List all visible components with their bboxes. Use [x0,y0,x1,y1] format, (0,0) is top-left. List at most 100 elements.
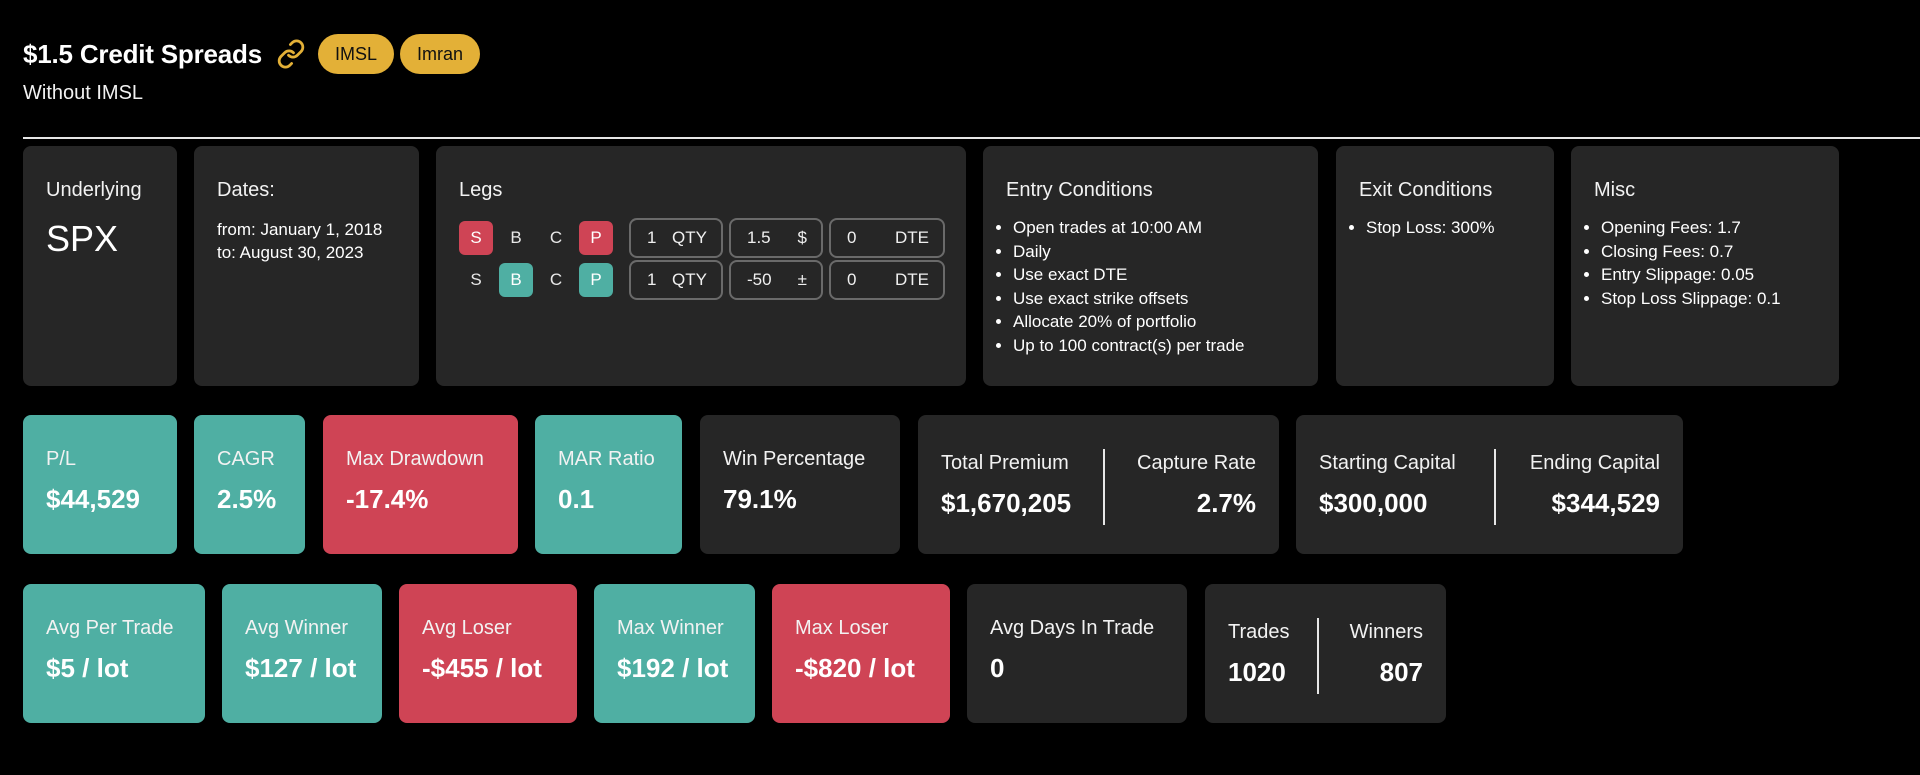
max-loser-label: Max Loser [795,617,889,639]
leg-row: S B C P 1 QTY 1.5 $ 0 DTE [459,218,945,258]
misc-card: Misc Opening Fees: 1.7 Closing Fees: 0.7… [1571,146,1839,386]
avg-days-value: 0 [990,653,1005,683]
exit-conditions-list: Stop Loss: 300% [1336,216,1495,240]
leg-premium-field[interactable]: 1.5 $ [729,218,823,258]
list-item: Use exact DTE [1013,263,1245,287]
trades-winners-stat-card: Trades 1020 Winners 807 [1205,584,1446,723]
list-item: Up to 100 contract(s) per trade [1013,334,1245,358]
list-item: Opening Fees: 1.7 [1601,216,1781,240]
leg-call-toggle[interactable]: C [549,228,563,247]
cagr-value: 2.5% [217,484,277,514]
page-title: $1.5 Credit Spreads [23,38,262,69]
list-item: Closing Fees: 0.7 [1601,240,1781,264]
list-item: Stop Loss Slippage: 0.1 [1601,287,1781,311]
avg-per-trade-stat-card: Avg Per Trade $5 / lot [23,584,205,723]
winners-stat: Winners 807 [1319,584,1446,723]
entry-conditions-card: Entry Conditions Open trades at 10:00 AM… [983,146,1318,386]
total-premium-stat: Total Premium $1,670,205 [918,415,1103,554]
stat-divider [1494,449,1496,525]
tag-imran[interactable]: Imran [400,34,481,74]
leg-qty-unit: QTY [672,270,707,289]
pl-value: $44,529 [46,484,140,514]
leg-row: S B C P 1 QTY -50 ± 0 DTE [459,260,945,300]
leg-put-toggle[interactable]: P [579,263,613,297]
winners-label: Winners [1349,621,1423,643]
ending-capital-value: $344,529 [1551,488,1660,518]
winners-value: 807 [1379,657,1423,687]
leg-premium-unit: $ [797,228,807,247]
leg-qty-value: 1 [647,270,657,289]
max-drawdown-value: -17.4% [346,484,429,514]
tag-imsl[interactable]: IMSL [317,34,394,74]
list-item: Stop Loss: 300% [1366,216,1495,240]
ending-capital-label: Ending Capital [1529,452,1660,474]
leg-strike-offset-unit: ± [797,270,807,289]
mar-ratio-value: 0.1 [558,484,595,514]
win-percentage-value: 79.1% [723,484,797,514]
cagr-label: CAGR [217,448,275,470]
header-divider [23,137,1920,139]
avg-per-trade-label: Avg Per Trade [46,617,174,639]
leg-qty-value: 1 [647,228,657,247]
dates-label: Dates: [217,179,275,201]
avg-winner-stat-card: Avg Winner $127 / lot [222,584,382,723]
leg-dte-unit: DTE [895,228,929,247]
avg-winner-label: Avg Winner [245,617,349,639]
list-item: Entry Slippage: 0.05 [1601,263,1781,287]
stat-divider [1317,618,1319,694]
exit-conditions-label: Exit Conditions [1359,179,1493,201]
win-percentage-label: Win Percentage [723,448,866,470]
avg-winner-value: $127 / lot [245,653,357,683]
cagr-stat-card: CAGR 2.5% [194,415,305,554]
date-to: to: August 30, 2023 [217,243,364,262]
leg-qty-unit: QTY [672,228,707,247]
leg-buy-toggle[interactable]: B [510,228,522,247]
leg-dte-field[interactable]: 0 DTE [829,218,945,258]
leg-sell-toggle[interactable]: S [470,270,482,289]
leg-dte-value: 0 [847,228,857,247]
capital-stat-card: Starting Capital $300,000 Ending Capital… [1296,415,1683,554]
starting-capital-stat: Starting Capital $300,000 [1296,415,1494,554]
avg-loser-stat-card: Avg Loser -$455 / lot [399,584,577,723]
exit-conditions-card: Exit Conditions Stop Loss: 300% [1336,146,1554,386]
max-winner-value: $192 / lot [617,653,729,683]
list-item: Use exact strike offsets [1013,287,1245,311]
pl-stat-card: P/L $44,529 [23,415,177,554]
leg-qty-field[interactable]: 1 QTY [629,260,723,300]
legs-label: Legs [459,179,503,201]
avg-per-trade-value: $5 / lot [46,653,129,683]
leg-put-toggle[interactable]: P [579,221,613,255]
leg-call-toggle[interactable]: C [549,270,563,289]
mar-ratio-label: MAR Ratio [558,448,655,470]
leg-qty-field[interactable]: 1 QTY [629,218,723,258]
pl-label: P/L [46,448,77,470]
leg-sell-toggle[interactable]: S [459,221,493,255]
misc-label: Misc [1594,179,1636,201]
list-item: Daily [1013,240,1245,264]
max-drawdown-label: Max Drawdown [346,448,484,470]
list-item: Open trades at 10:00 AM [1013,216,1245,240]
mar-ratio-stat-card: MAR Ratio 0.1 [535,415,682,554]
capture-rate-value: 2.7% [1196,488,1256,518]
date-from: from: January 1, 2018 [217,220,383,239]
max-drawdown-stat-card: Max Drawdown -17.4% [323,415,518,554]
strategy-header: $1.5 Credit Spreads IMSL Imran [23,34,481,74]
underlying-card: Underlying SPX [23,146,177,386]
max-loser-value: -$820 / lot [795,653,915,683]
trades-value: 1020 [1228,657,1286,687]
stat-divider [1103,449,1105,525]
leg-buy-toggle[interactable]: B [499,263,533,297]
avg-days-stat-card: Avg Days In Trade 0 [967,584,1187,723]
leg-dte-field[interactable]: 0 DTE [829,260,945,300]
win-percentage-stat-card: Win Percentage 79.1% [700,415,900,554]
capture-rate-label: Capture Rate [1137,452,1256,474]
avg-loser-label: Avg Loser [422,617,512,639]
underlying-label: Underlying [46,179,142,201]
leg-premium-value: 1.5 [747,228,771,247]
ending-capital-stat: Ending Capital $344,529 [1496,415,1683,554]
leg-strike-offset-field[interactable]: -50 ± [729,260,823,300]
leg-dte-unit: DTE [895,270,929,289]
link-icon[interactable] [276,39,306,69]
legs-card: Legs S B C P 1 QTY 1.5 $ 0 DTE S B C P 1… [436,146,966,386]
trades-stat: Trades 1020 [1205,584,1317,723]
